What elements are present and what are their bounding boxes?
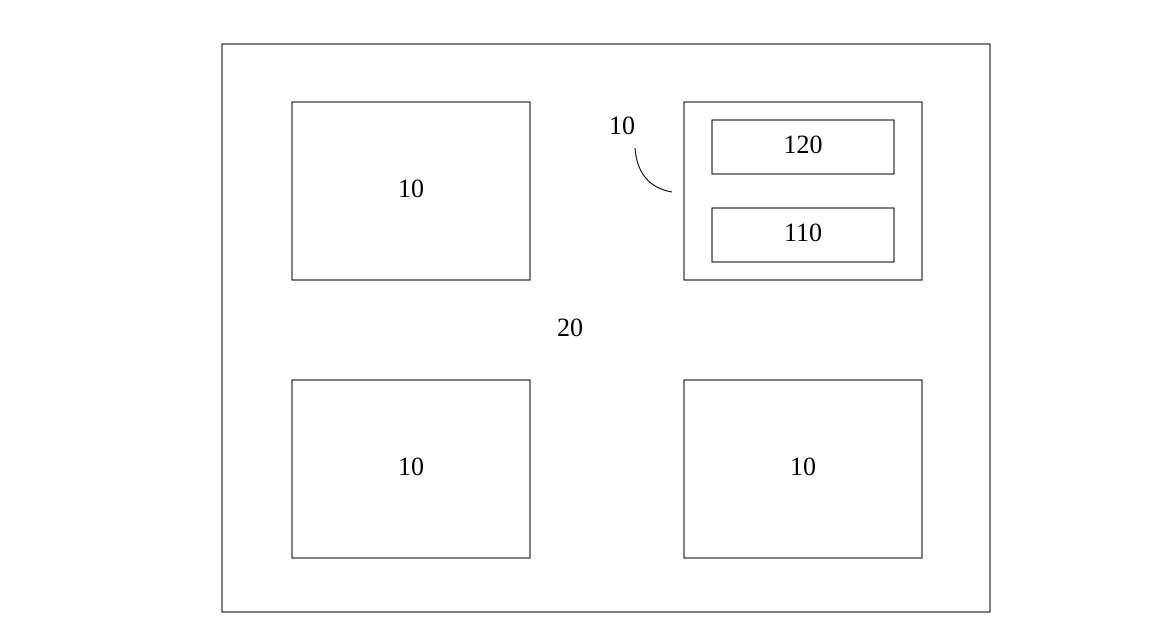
callout: 10 [609, 111, 672, 192]
inner-block-tr-top-label: 120 [784, 130, 823, 159]
block-tl-label: 10 [398, 174, 424, 203]
blocks-group: 10 10 10 [292, 102, 922, 558]
top-right-inner-group: 120 110 [712, 120, 894, 262]
center-label: 20 [557, 313, 583, 342]
outer-frame [222, 44, 990, 612]
diagram-canvas: 10 10 10 120 110 20 10 [0, 0, 1163, 639]
block-tr [684, 102, 922, 280]
block-br-label: 10 [790, 452, 816, 481]
callout-leader-line [635, 148, 672, 192]
inner-block-tr-bottom-label: 110 [784, 218, 822, 247]
callout-label: 10 [609, 111, 635, 140]
block-bl-label: 10 [398, 452, 424, 481]
